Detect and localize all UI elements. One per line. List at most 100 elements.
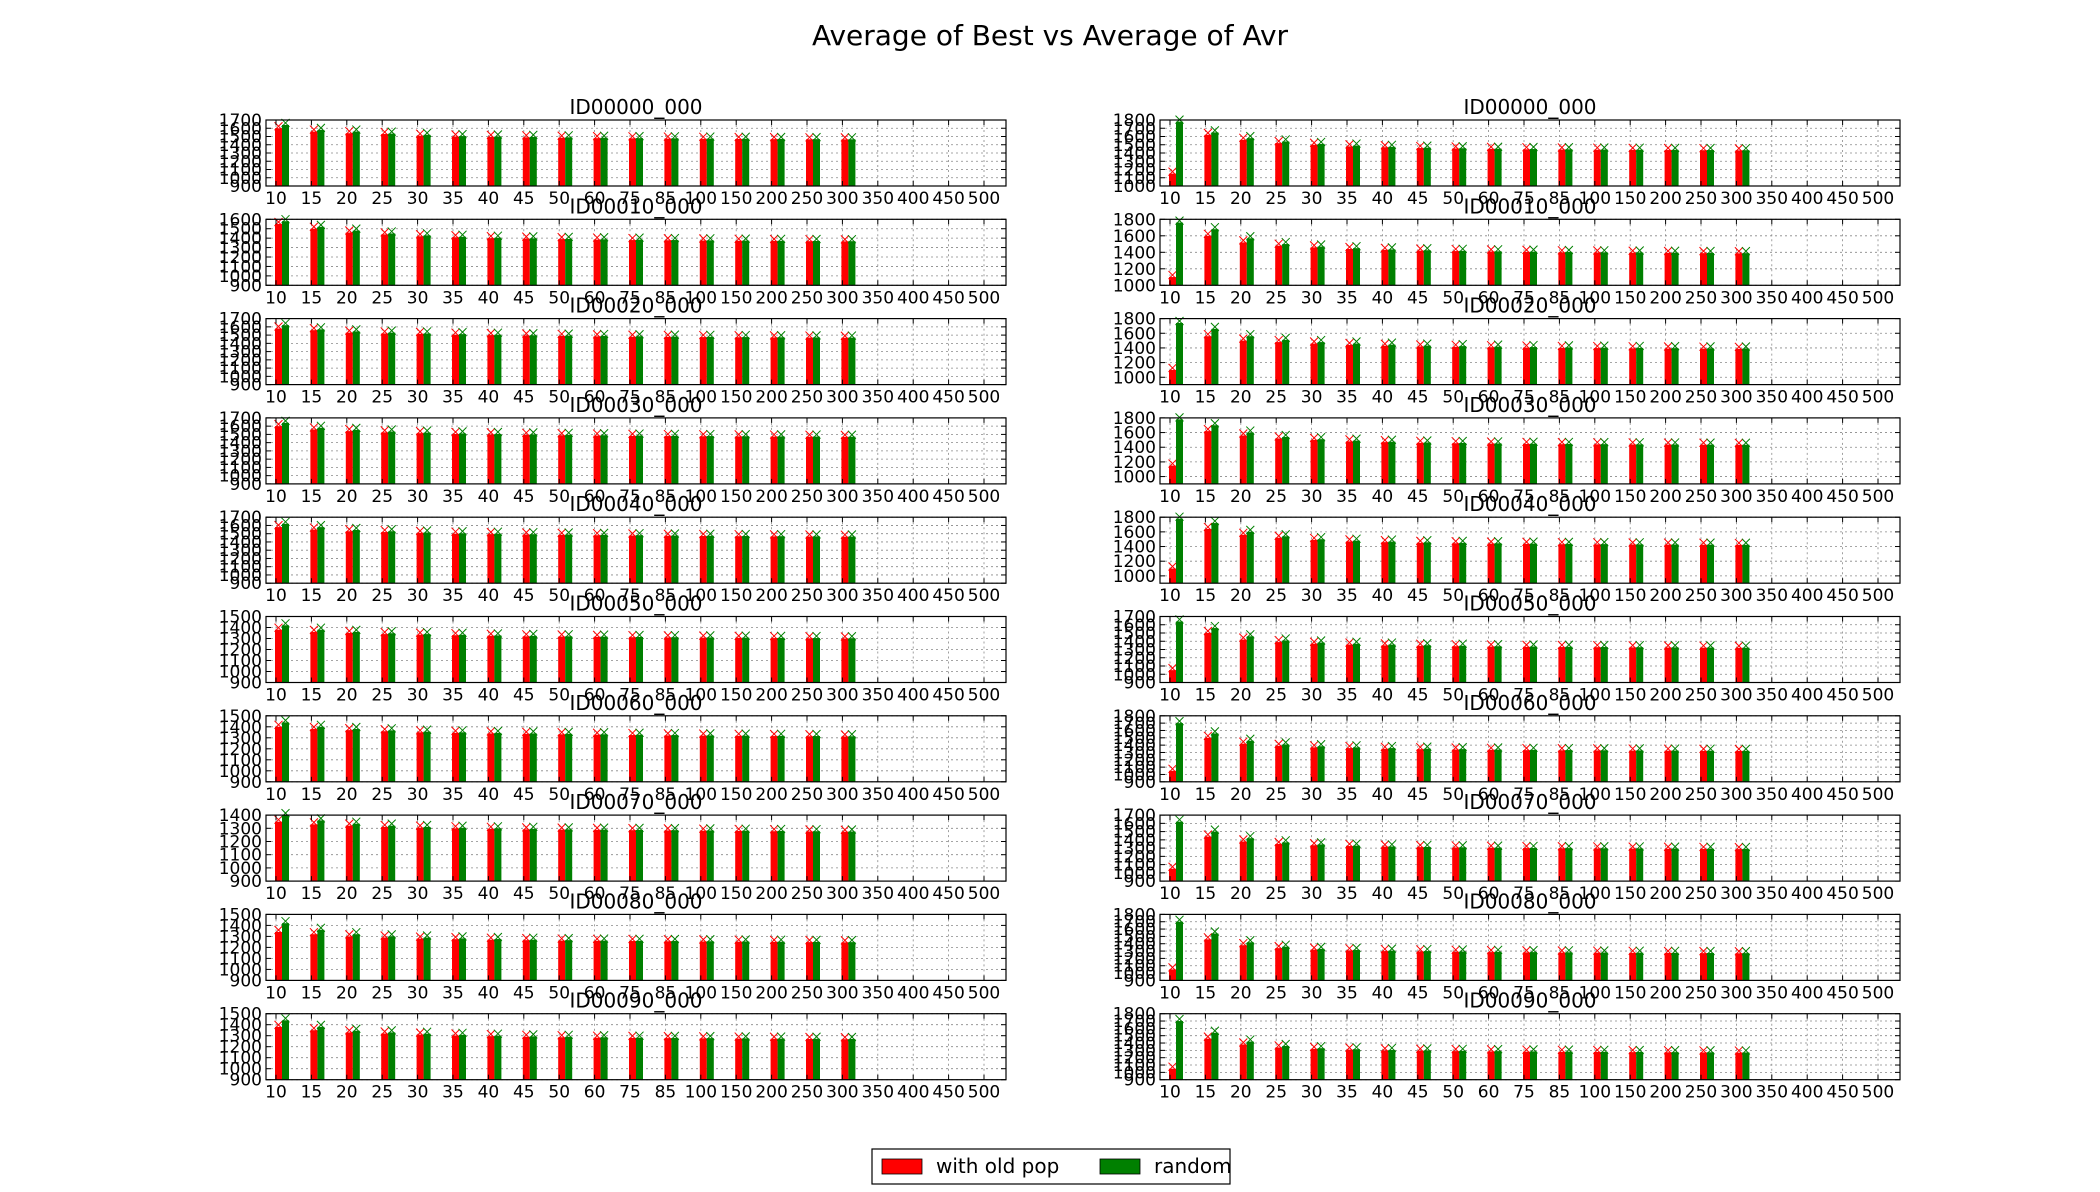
y-tick-label: 1400 <box>1113 243 1156 263</box>
marker-random <box>599 428 609 438</box>
marker-with-old-pop <box>663 132 673 141</box>
bar-with-old-pop <box>770 831 778 882</box>
bar-random <box>282 523 289 584</box>
bar-with-old-pop <box>1239 534 1247 584</box>
x-tick-label: 45 <box>513 785 535 805</box>
marker-random <box>422 820 432 830</box>
bar-random <box>1707 252 1714 286</box>
bar-random <box>1282 244 1290 286</box>
x-tick-label: 50 <box>1442 983 1464 1003</box>
bar-with-old-pop <box>1664 444 1672 484</box>
bar-random <box>1671 750 1679 782</box>
bar-with-old-pop <box>345 825 353 882</box>
legend-swatch-with-old-pop <box>881 1158 923 1175</box>
bar-with-old-pop <box>664 735 672 782</box>
bar-random <box>1707 544 1714 584</box>
bar-with-old-pop <box>735 436 743 484</box>
bar-random <box>282 124 289 186</box>
marker-random <box>1529 945 1538 955</box>
marker-random <box>812 529 821 539</box>
x-tick-label: 150 <box>720 189 752 209</box>
bar-random <box>1671 348 1679 385</box>
x-tick-label: 85 <box>655 785 677 805</box>
bar-with-old-pop <box>345 232 353 286</box>
y-tick-label: 1600 <box>219 318 262 338</box>
bar-random <box>1353 540 1360 584</box>
x-tick-label: 200 <box>1649 1083 1681 1103</box>
bar-with-old-pop <box>664 830 672 882</box>
x-tick-label: 45 <box>513 983 535 1003</box>
marker-random <box>1599 537 1609 547</box>
bar-with-old-pop <box>1310 439 1318 484</box>
x-tick-label: 20 <box>336 487 358 507</box>
plot-frame <box>1159 318 1901 386</box>
x-tick-label: 400 <box>1791 388 1823 408</box>
x-tick-label: 300 <box>826 388 858 408</box>
x-tick-label: 300 <box>826 586 858 606</box>
marker-with-old-pop <box>628 429 637 439</box>
x-tick-label: 60 <box>584 586 606 606</box>
bar-random <box>1246 238 1254 286</box>
x-tick-label: 150 <box>1614 288 1646 308</box>
x-tick-label: 10 <box>1159 1083 1181 1103</box>
marker-with-old-pop <box>486 727 496 736</box>
marker-random <box>812 132 821 142</box>
bar-with-old-pop <box>629 1037 636 1080</box>
bar-random <box>565 434 573 484</box>
marker-random <box>1458 639 1468 649</box>
marker-with-old-pop <box>1734 438 1744 448</box>
x-tick-label: 250 <box>1685 884 1717 904</box>
bar-with-old-pop <box>275 932 282 981</box>
marker-random <box>812 631 821 641</box>
marker-random <box>776 234 786 244</box>
x-tick-label: 45 <box>513 288 535 308</box>
bar-with-old-pop <box>1346 748 1353 782</box>
x-tick-label: 100 <box>685 686 717 706</box>
x-tick-label: 200 <box>1649 288 1681 308</box>
marker-random <box>1564 1045 1574 1054</box>
bar-random <box>1317 746 1325 782</box>
x-tick-label: 35 <box>1336 884 1358 904</box>
bar-random <box>636 1037 643 1080</box>
x-tick-label: 25 <box>371 1083 393 1103</box>
marker-with-old-pop <box>1274 837 1284 847</box>
legend: with old pop random <box>871 1148 1232 1185</box>
bar-with-old-pop <box>1452 749 1460 782</box>
bar-random <box>317 1026 325 1080</box>
marker-with-old-pop <box>1557 743 1567 753</box>
marker-with-old-pop <box>380 627 390 637</box>
subplot-title: ID00040_000 <box>1463 492 1596 516</box>
y-tick-label: 1100 <box>1113 657 1156 677</box>
x-tick-label: 400 <box>897 983 929 1003</box>
bar-with-old-pop <box>841 638 849 683</box>
x-tick-label: 500 <box>968 686 1000 706</box>
bar-random <box>1530 347 1537 385</box>
y-tick-label: 1400 <box>219 916 262 936</box>
bar-random <box>1317 246 1325 286</box>
bar-random <box>423 937 431 981</box>
marker-random <box>705 631 715 640</box>
x-tick-label: 35 <box>1336 785 1358 805</box>
bar-random <box>494 1035 502 1080</box>
marker-random <box>1387 535 1397 544</box>
marker-with-old-pop <box>380 820 390 830</box>
marker-with-old-pop <box>769 430 779 439</box>
subplot-title: ID00060_000 <box>569 691 702 715</box>
bar-with-old-pop <box>699 735 707 782</box>
bar-random <box>529 939 537 981</box>
y-tick-label: 1000 <box>219 467 262 487</box>
y-tick-label: 1200 <box>1113 453 1156 473</box>
x-tick-label: 100 <box>685 983 717 1003</box>
bar-with-old-pop <box>629 735 636 782</box>
x-tick-label: 100 <box>1579 785 1611 805</box>
x-tick-label: 60 <box>584 785 606 805</box>
bar-random <box>352 631 360 683</box>
y-tick-label: 900 <box>230 872 262 892</box>
marker-random <box>1175 815 1184 825</box>
marker-with-old-pop <box>840 331 850 341</box>
bar-random <box>813 638 820 683</box>
bar-with-old-pop <box>806 1039 813 1080</box>
x-tick-label: 50 <box>548 487 570 507</box>
x-tick-label: 15 <box>1195 686 1217 706</box>
y-tick-label: 1600 <box>1113 424 1156 444</box>
